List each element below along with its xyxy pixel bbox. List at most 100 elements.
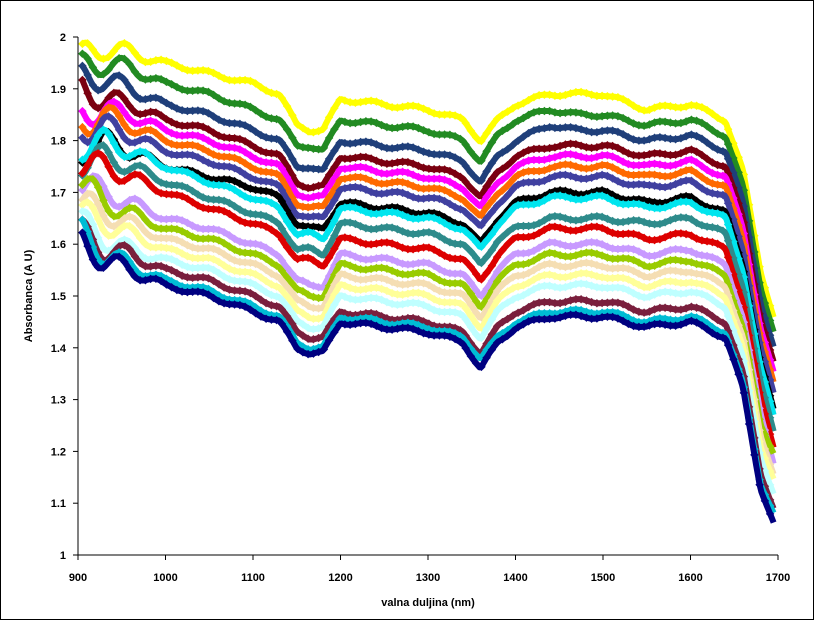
data-point	[366, 240, 376, 249]
data-point	[377, 169, 386, 178]
data-point	[104, 65, 113, 74]
data-point	[99, 196, 108, 205]
y-tick-label: 1.2	[51, 446, 66, 458]
y-tick-label: 1	[60, 550, 66, 562]
data-point	[204, 108, 213, 118]
data-point	[151, 56, 161, 65]
data-point	[240, 258, 250, 267]
data-point	[251, 308, 260, 318]
data-point	[492, 322, 502, 331]
data-point	[251, 280, 260, 290]
data-point	[461, 177, 470, 187]
data-point	[435, 150, 444, 159]
data-point	[456, 194, 465, 203]
data-point	[492, 201, 502, 210]
data-point	[555, 283, 565, 292]
data-point	[340, 218, 350, 227]
data-point	[466, 193, 476, 203]
data-point	[330, 146, 339, 156]
data-point	[214, 257, 224, 267]
data-point	[524, 278, 533, 288]
data-point	[330, 328, 339, 337]
data-point	[508, 155, 518, 165]
data-point	[718, 269, 728, 279]
data-point	[120, 221, 129, 231]
data-point	[99, 69, 108, 79]
data-point	[183, 106, 192, 116]
data-point	[277, 235, 287, 244]
data-point	[204, 224, 213, 234]
data-point	[461, 343, 470, 353]
data-point	[477, 136, 486, 146]
data-point	[141, 261, 150, 271]
data-point	[666, 315, 675, 324]
data-point	[288, 154, 297, 164]
data-point	[445, 278, 455, 288]
data-point	[230, 133, 239, 143]
data-point	[403, 299, 413, 308]
data-point	[240, 238, 250, 248]
data-point	[435, 307, 444, 316]
data-point	[660, 267, 670, 276]
data-point	[251, 127, 260, 136]
data-point	[456, 337, 465, 347]
data-point	[660, 314, 670, 323]
data-point	[130, 214, 140, 224]
data-point	[534, 298, 544, 307]
data-point	[272, 315, 281, 325]
data-point	[209, 112, 218, 121]
data-point	[550, 282, 560, 292]
data-point	[471, 308, 481, 317]
data-point	[151, 253, 161, 263]
data-point	[256, 284, 266, 293]
data-point	[99, 225, 108, 235]
data-point	[309, 212, 318, 221]
data-point	[408, 214, 418, 223]
data-series	[78, 197, 777, 481]
data-point	[498, 216, 507, 226]
data-point	[765, 509, 775, 519]
data-point	[755, 480, 764, 490]
x-tick-label: 1100	[241, 572, 265, 584]
data-point	[303, 334, 313, 343]
data-point	[461, 242, 470, 251]
data-point	[104, 192, 113, 202]
data-point	[340, 138, 350, 148]
data-point	[697, 321, 707, 330]
data-point	[88, 152, 98, 161]
data-point	[177, 141, 187, 150]
x-tick-label: 900	[69, 572, 87, 584]
data-point	[156, 233, 166, 243]
data-point	[482, 214, 491, 223]
data-point	[93, 214, 103, 224]
data-point	[440, 278, 449, 287]
data-point	[419, 258, 428, 267]
data-point	[93, 130, 103, 140]
data-point	[676, 267, 686, 277]
data-point	[141, 148, 150, 157]
data-point	[461, 188, 470, 197]
data-point	[429, 184, 439, 193]
data-point	[582, 258, 591, 268]
data-point	[414, 194, 423, 203]
data-point	[487, 174, 497, 184]
data-point	[246, 305, 255, 314]
y-tick-label: 1.4	[51, 343, 67, 355]
data-point	[603, 273, 612, 283]
data-point	[230, 213, 239, 222]
data-point	[235, 247, 245, 257]
data-point	[303, 143, 313, 153]
data-point	[356, 97, 365, 107]
data-point	[366, 264, 376, 274]
data-point	[146, 93, 155, 103]
data-point	[303, 183, 313, 193]
data-point	[424, 174, 434, 183]
data-point	[146, 74, 155, 84]
data-point	[477, 156, 486, 165]
data-point	[450, 269, 460, 278]
data-point	[429, 331, 439, 340]
data-series	[78, 148, 777, 449]
data-point	[466, 262, 476, 272]
data-point	[456, 156, 465, 165]
data-point	[151, 174, 161, 184]
